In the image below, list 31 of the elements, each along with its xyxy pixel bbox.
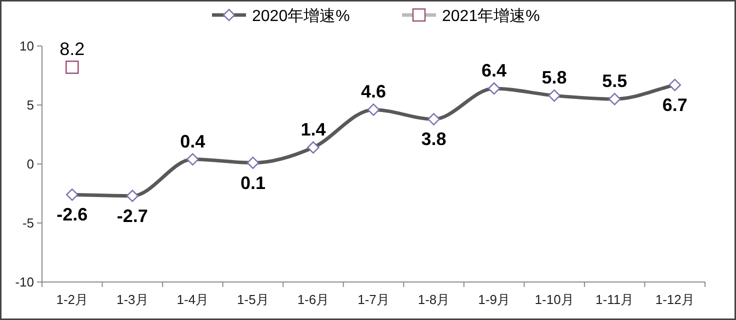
data-label: 6.4	[482, 60, 507, 80]
data-label: 0.1	[240, 172, 266, 193]
y-tick-label: -5	[22, 216, 34, 230]
data-label: 0.4	[180, 131, 206, 152]
x-tick-label: 1-2月	[56, 292, 88, 307]
data-label: 6.7	[662, 94, 688, 115]
x-tick-label: 1-11月	[596, 292, 634, 307]
data-label: 1.4	[300, 119, 326, 140]
data-label: 4.6	[360, 82, 386, 102]
y-tick-label: 5	[26, 98, 34, 112]
data-label: 8.2	[60, 39, 85, 60]
x-tick-label: 1-10月	[534, 292, 574, 307]
x-tick-label: 1-4月	[176, 292, 209, 307]
data-label: 5.8	[542, 68, 567, 88]
data-label: -2.7	[116, 206, 148, 226]
x-tick-label: 1-3月	[116, 292, 148, 307]
y-tick-label: 10	[20, 38, 34, 54]
y-tick-label: 0	[26, 156, 34, 172]
data-label: -2.6	[56, 204, 88, 225]
x-tick-label: 1-12月	[655, 292, 694, 307]
point	[65, 60, 79, 74]
legend-label: 2020年增速%	[252, 7, 350, 25]
x-tick-label: 1-7月	[358, 292, 390, 307]
x-tick-label: 1-8月	[418, 292, 450, 307]
legend-label: 2021年增速%	[442, 7, 540, 25]
x-tick-label: 1-9月	[478, 292, 510, 307]
data-label: 3.8	[421, 129, 446, 150]
y-tick-label: -10	[15, 274, 34, 290]
x-tick-label: 1-5月	[237, 292, 269, 307]
x-tick-label: 1-6月	[297, 292, 330, 307]
data-label: 5.5	[602, 71, 628, 92]
